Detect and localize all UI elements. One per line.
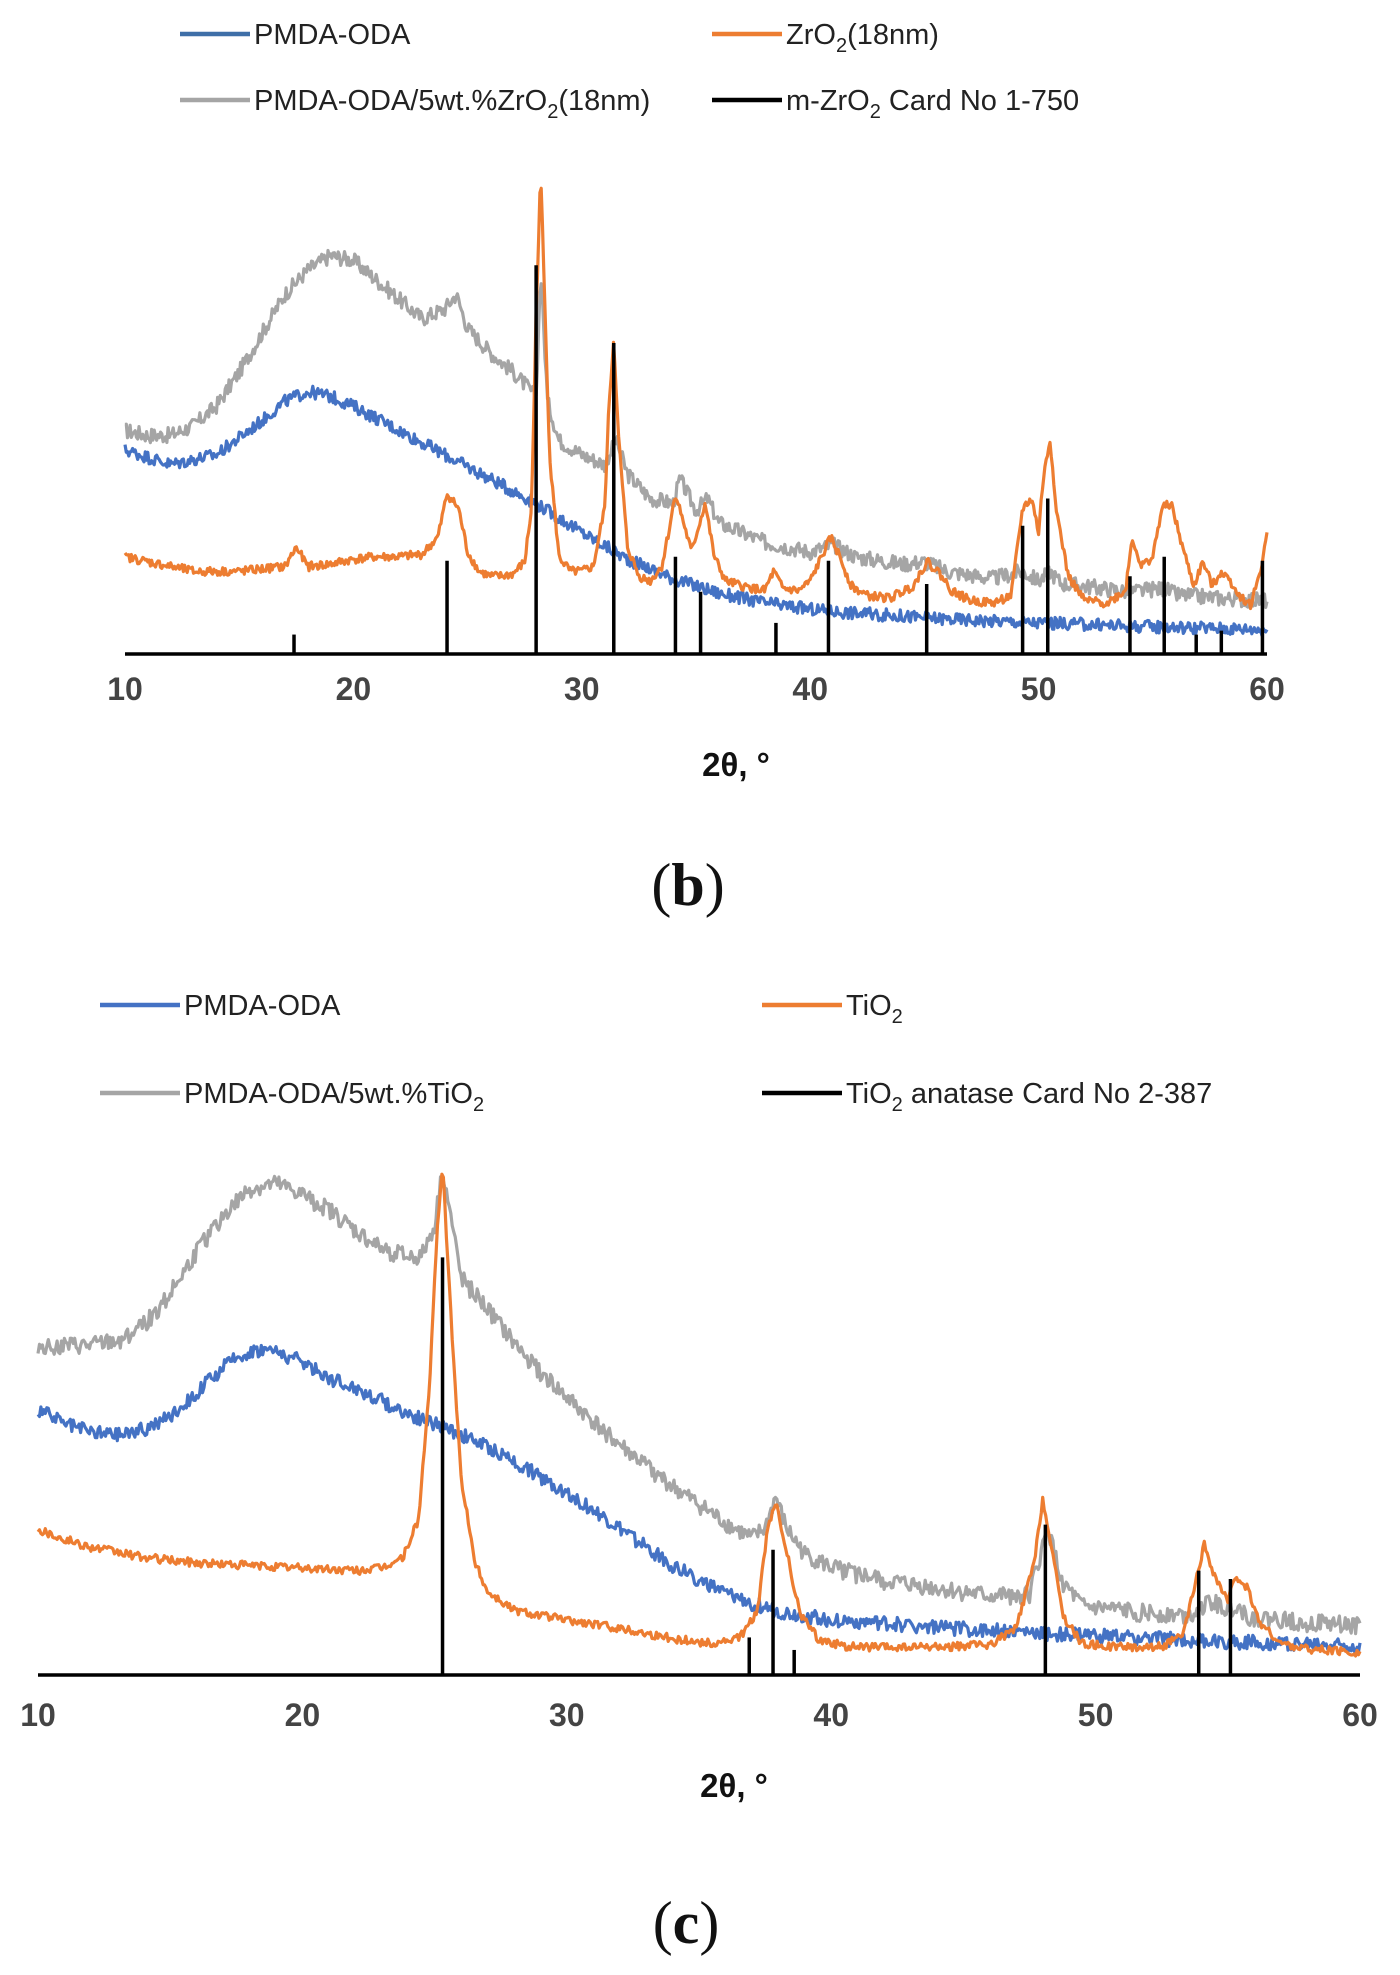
legend-label: PMDA-ODA (254, 19, 411, 51)
panel-label: (c) (653, 1890, 720, 1956)
legend-item-card: m-ZrO2 Card No 1-750 (712, 85, 1079, 123)
x-tick-label: 20 (285, 1697, 321, 1733)
x-tick-label: 50 (1021, 671, 1057, 707)
x-tick-label: 50 (1078, 1697, 1114, 1733)
legend-item-composite: PMDA-ODA/5wt.%TiO2 (100, 1078, 484, 1116)
legend-label: PMDA-ODA/5wt.%TiO2 (184, 1078, 484, 1116)
series-line-composite (36, 1174, 1362, 1636)
x-axis-label: 2θ, ° (700, 1767, 768, 1804)
legend-label: PMDA-ODA/5wt.%ZrO2(18nm) (254, 85, 650, 123)
series-line-pmda (123, 384, 1269, 637)
panel-b-chart: 10 20 30 40 50 60 2θ, ° PMDA-ODA ZrO2(18nm) PMDA-… (107, 19, 1285, 918)
legend-item-oxide: ZrO2(18nm) (712, 19, 939, 57)
legend-item-card: TiO2 anatase Card No 2-387 (762, 1078, 1212, 1116)
x-tick-label: 30 (549, 1697, 585, 1733)
x-tick-label: 60 (1249, 671, 1285, 707)
panel-c-chart: 10 20 30 40 50 60 2θ, ° PMDA-ODA TiO2 PMDA-ODA/5w… (20, 990, 1378, 1956)
legend-item-pmda: PMDA-ODA (100, 990, 341, 1022)
legend-label: TiO2 anatase Card No 2-387 (846, 1078, 1212, 1116)
legend-item-composite: PMDA-ODA/5wt.%ZrO2(18nm) (180, 85, 650, 123)
series-line-oxide (123, 186, 1269, 611)
x-tick-label: 60 (1342, 1697, 1378, 1733)
x-tick-label: 20 (336, 671, 372, 707)
x-tick-label: 30 (564, 671, 600, 707)
x-tick-label: 40 (792, 671, 828, 707)
series-line-pmda (36, 1343, 1362, 1654)
legend-label: PMDA-ODA (184, 990, 341, 1022)
x-tick-label: 10 (107, 671, 143, 707)
series-line-composite (124, 248, 1269, 609)
x-tick-label: 40 (813, 1697, 849, 1733)
legend-item-pmda: PMDA-ODA (180, 19, 411, 51)
panel-label: (b) (651, 852, 724, 918)
x-tick-label: 10 (20, 1697, 56, 1733)
legend-label: ZrO2(18nm) (786, 19, 939, 57)
legend-item-oxide: TiO2 (762, 990, 903, 1028)
legend-label: TiO2 (846, 990, 903, 1028)
series-line-oxide (36, 1172, 1362, 1658)
legend-label: m-ZrO2 Card No 1-750 (786, 85, 1079, 123)
x-axis-label: 2θ, ° (702, 746, 770, 783)
